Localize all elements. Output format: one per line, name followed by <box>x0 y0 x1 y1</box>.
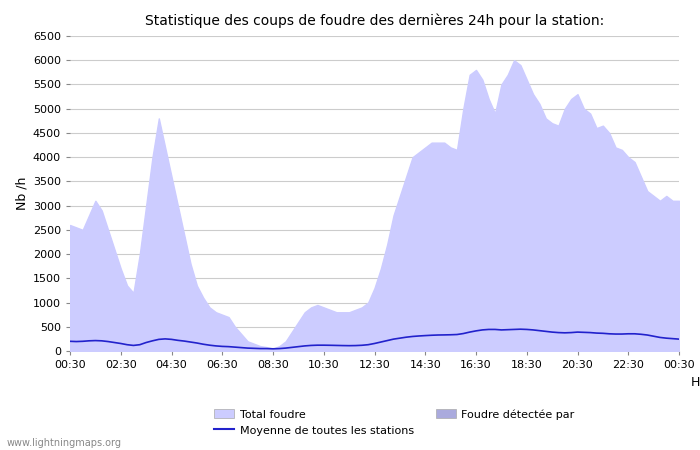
Text: www.lightningmaps.org: www.lightningmaps.org <box>7 437 122 447</box>
Legend: Total foudre, Moyenne de toutes les stations, Foudre détectée par: Total foudre, Moyenne de toutes les stat… <box>209 405 579 440</box>
Title: Statistique des coups de foudre des dernières 24h pour la station:: Statistique des coups de foudre des dern… <box>145 14 604 28</box>
Text: Heure: Heure <box>691 376 700 389</box>
Y-axis label: Nb /h: Nb /h <box>15 177 29 210</box>
